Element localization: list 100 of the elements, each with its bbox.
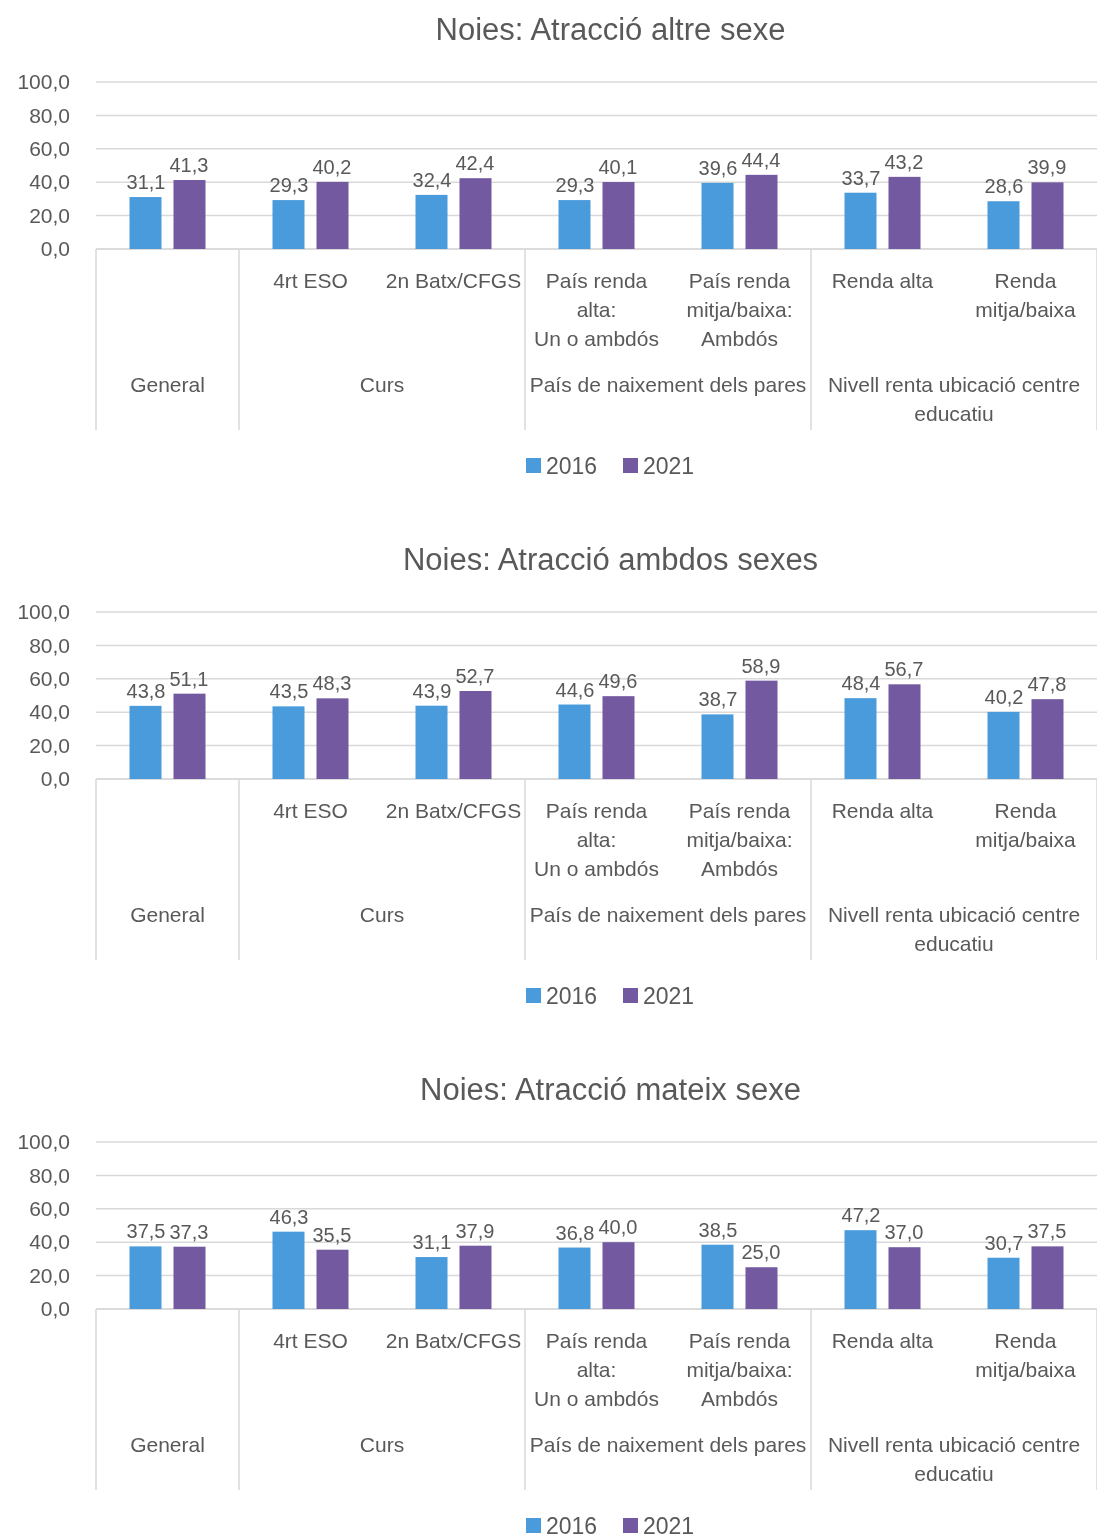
legend-label: 2016	[546, 453, 598, 479]
data-label: 56,7	[884, 658, 924, 681]
y-tick-label: 40,0	[29, 700, 70, 724]
bar	[272, 1231, 305, 1309]
data-label: 48,3	[312, 672, 352, 695]
text: País de naixement dels pares	[529, 903, 807, 926]
y-tick-label: 100,0	[17, 600, 70, 624]
y-tick-label: 80,0	[29, 633, 70, 657]
bar	[459, 690, 492, 779]
data-label: 40,2	[312, 155, 352, 178]
bar	[316, 181, 349, 249]
data-label: 37,3	[169, 1220, 209, 1243]
y-tick-label: 80,0	[29, 1163, 70, 1187]
text: Curs	[359, 903, 405, 926]
data-label: 31,1	[126, 171, 166, 194]
legend-label: 2016	[546, 1513, 598, 1535]
data-label: 49,6	[598, 670, 638, 693]
data-label: 29,3	[269, 174, 309, 197]
text: General	[130, 903, 205, 926]
data-label: 31,1	[412, 1231, 452, 1254]
y-tick-label: 0,0	[40, 767, 70, 791]
chart-title: Noies: Atracció ambdos sexes	[402, 542, 819, 577]
bar	[602, 696, 635, 779]
chart-title: Noies: Atracció mateix sexe	[420, 1072, 801, 1107]
bar	[987, 711, 1020, 779]
text: Nivell renta ubicació centre educatiu	[827, 903, 1081, 955]
data-label: 47,8	[1027, 673, 1067, 696]
bar	[602, 182, 635, 249]
y-tick-label: 0,0	[40, 1297, 70, 1321]
y-tick-label: 20,0	[29, 203, 70, 227]
bar	[701, 182, 734, 249]
bar	[888, 684, 921, 779]
bar	[316, 698, 349, 779]
y-tick-label: 80,0	[29, 103, 70, 127]
bar	[888, 176, 921, 249]
data-label: 43,9	[412, 679, 452, 702]
bar	[415, 705, 448, 779]
data-label: 38,7	[698, 688, 738, 711]
x-tick-label: País renda mitja/baixa: Ambdós	[686, 799, 793, 880]
text: Curs	[359, 373, 405, 396]
data-label: 29,3	[555, 174, 595, 197]
x-tick-label: País renda alta: Un o ambdós	[534, 799, 659, 880]
x-tick-label: Renda alta	[831, 269, 934, 292]
y-tick-label: 60,0	[29, 137, 70, 161]
bar	[1031, 182, 1064, 249]
y-tick-label: 100,0	[17, 70, 70, 94]
text: País de naixement dels pares	[529, 1433, 807, 1456]
bar	[745, 1267, 778, 1309]
y-tick-label: 40,0	[29, 170, 70, 194]
bar	[173, 1246, 206, 1309]
x-tick-label: País renda alta: Un o ambdós	[534, 1329, 659, 1410]
data-label: 39,9	[1027, 156, 1067, 179]
data-label: 36,8	[555, 1221, 595, 1244]
x-tick-label: Renda alta	[831, 799, 934, 822]
data-label: 48,4	[841, 672, 881, 695]
data-label: 43,8	[126, 679, 166, 702]
bar	[745, 680, 778, 779]
data-label: 44,4	[741, 148, 781, 171]
data-label: 32,4	[412, 168, 452, 191]
x-tick-label: Renda mitja/baixa	[975, 799, 1076, 851]
bar	[415, 1257, 448, 1309]
data-label: 43,5	[269, 680, 309, 703]
data-label: 30,7	[984, 1231, 1024, 1254]
bar	[844, 1230, 877, 1309]
x-tick-label: 2n Batx/CFGS	[385, 269, 522, 292]
x-tick-label: Renda alta	[831, 1329, 934, 1352]
data-label: 37,0	[884, 1221, 924, 1244]
legend-label: 2021	[643, 1513, 695, 1535]
data-label: 51,1	[169, 667, 209, 690]
bar	[272, 706, 305, 779]
bar	[173, 180, 206, 249]
bar	[316, 1249, 349, 1309]
legend-label: 2021	[643, 983, 695, 1009]
data-label: 42,4	[455, 152, 495, 175]
data-label: 46,3	[269, 1205, 309, 1228]
bar	[459, 178, 492, 249]
bar	[844, 698, 877, 779]
chart-title: Noies: Atracció altre sexe	[435, 12, 786, 47]
x-tick-label: País renda alta: Un o ambdós	[534, 269, 659, 350]
text: Nivell renta ubicació centre educatiu	[827, 1433, 1081, 1485]
bar	[558, 1247, 591, 1309]
bar	[129, 197, 162, 249]
data-label: 38,5	[698, 1218, 738, 1241]
bar	[558, 200, 591, 249]
y-tick-label: 40,0	[29, 1230, 70, 1254]
text: General	[130, 1433, 205, 1456]
data-label: 52,7	[455, 664, 495, 687]
y-tick-label: 100,0	[17, 1130, 70, 1154]
text: General	[130, 373, 205, 396]
bar	[129, 705, 162, 779]
data-label: 40,1	[598, 156, 638, 179]
y-tick-label: 20,0	[29, 1263, 70, 1287]
text: País de naixement dels pares	[529, 373, 807, 396]
text: Curs	[359, 1433, 405, 1456]
x-tick-label: 4rt ESO	[273, 1329, 348, 1352]
bar	[415, 194, 448, 249]
bar	[987, 1257, 1020, 1309]
bar	[272, 200, 305, 249]
data-label: 47,2	[841, 1204, 881, 1227]
y-tick-label: 0,0	[40, 237, 70, 261]
